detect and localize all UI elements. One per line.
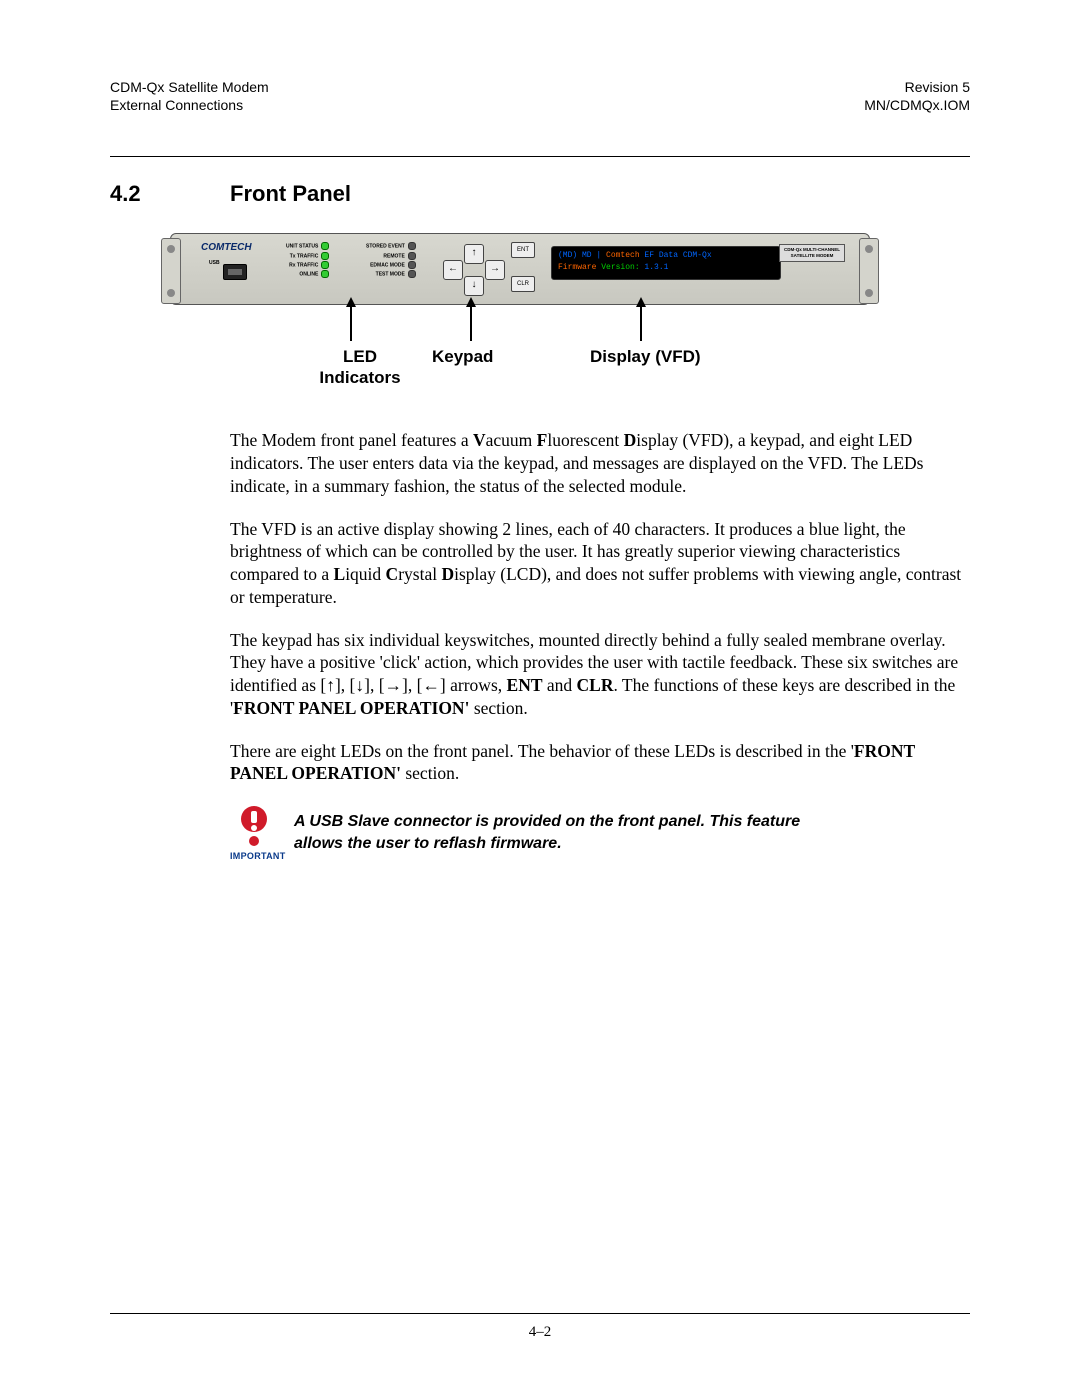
header-product: CDM-Qx Satellite Modem bbox=[110, 78, 269, 96]
arrow-left-button: ← bbox=[443, 260, 463, 280]
brand-logo: COMTECH bbox=[201, 242, 252, 253]
clr-button: CLR bbox=[511, 276, 535, 292]
callout-keypad: Keypad bbox=[432, 347, 493, 367]
led-item: EDMAC MODE bbox=[366, 261, 416, 270]
page: CDM-Qx Satellite Modem External Connecti… bbox=[0, 0, 1080, 1397]
important-icon: IMPORTANT bbox=[230, 805, 278, 861]
header-revision: Revision 5 bbox=[864, 78, 970, 96]
paragraph: The Modem front panel features a Vacuum … bbox=[230, 429, 970, 497]
ent-clr-buttons: ENT CLR bbox=[511, 242, 535, 310]
section-heading: 4.2 Front Panel bbox=[110, 181, 970, 207]
led-item: Rx TRAFFIC bbox=[286, 261, 329, 270]
arrow-up-button: ↑ bbox=[464, 244, 484, 264]
section-number: 4.2 bbox=[110, 181, 230, 207]
callout-led: LED Indicators bbox=[315, 347, 405, 388]
led-item: Tx TRAFFIC bbox=[286, 252, 329, 261]
page-footer: 4–2 bbox=[110, 1313, 970, 1341]
paragraph: The VFD is an active display showing 2 l… bbox=[230, 518, 970, 609]
footer-rule bbox=[110, 1313, 970, 1314]
header-right: Revision 5 MN/CDMQx.IOM bbox=[864, 78, 970, 114]
led-item: TEST MODE bbox=[366, 270, 416, 279]
led-item: ONLINE bbox=[286, 270, 329, 279]
divider bbox=[110, 156, 970, 157]
device-figure: COMTECH USB UNIT STATUS Tx TRAFFIC Rx TR… bbox=[170, 233, 870, 395]
callout-arrow-icon bbox=[640, 305, 642, 341]
page-header: CDM-Qx Satellite Modem External Connecti… bbox=[110, 78, 970, 114]
section-title: Front Panel bbox=[230, 181, 351, 207]
paragraph: The keypad has six individual keyswitche… bbox=[230, 629, 970, 720]
led-column-2: STORED EVENT REMOTE EDMAC MODE TEST MODE bbox=[366, 242, 416, 279]
callout-arrow-icon bbox=[350, 305, 352, 341]
header-docnum: MN/CDMQx.IOM bbox=[864, 96, 970, 114]
keypad: ↑ ← → ↓ bbox=[443, 244, 503, 294]
usb-port-icon bbox=[223, 264, 247, 280]
led-item: UNIT STATUS bbox=[286, 242, 329, 251]
model-label: CDM-Qx MULTI-CHANNEL SATELLITE MODEM bbox=[779, 244, 845, 262]
callout-display: Display (VFD) bbox=[590, 347, 701, 367]
important-label: IMPORTANT bbox=[230, 851, 278, 861]
rack-ear bbox=[161, 238, 181, 304]
body-text: The Modem front panel features a Vacuum … bbox=[230, 429, 970, 785]
rack-ear bbox=[859, 238, 879, 304]
arrow-down-button: ↓ bbox=[464, 276, 484, 296]
header-left: CDM-Qx Satellite Modem External Connecti… bbox=[110, 78, 269, 114]
ent-button: ENT bbox=[511, 242, 535, 258]
led-column-1: UNIT STATUS Tx TRAFFIC Rx TRAFFIC ONLINE bbox=[286, 242, 329, 279]
led-item: STORED EVENT bbox=[366, 242, 416, 251]
important-text: A USB Slave connector is provided on the… bbox=[294, 811, 834, 854]
vfd-display: (MD) MD | Comtech EF Data CDM-Qx Firmwar… bbox=[551, 246, 781, 280]
led-item: REMOTE bbox=[366, 252, 416, 261]
important-note: IMPORTANT A USB Slave connector is provi… bbox=[230, 805, 970, 861]
arrow-right-button: → bbox=[485, 260, 505, 280]
usb-label: USB bbox=[209, 260, 220, 266]
header-section: External Connections bbox=[110, 96, 269, 114]
page-number: 4–2 bbox=[529, 1324, 552, 1340]
figure-callouts: LED Indicators Keypad Display (VFD) bbox=[170, 305, 870, 395]
callout-arrow-icon bbox=[470, 305, 472, 341]
device-chassis: COMTECH USB UNIT STATUS Tx TRAFFIC Rx TR… bbox=[170, 233, 870, 305]
paragraph: There are eight LEDs on the front panel.… bbox=[230, 740, 970, 786]
